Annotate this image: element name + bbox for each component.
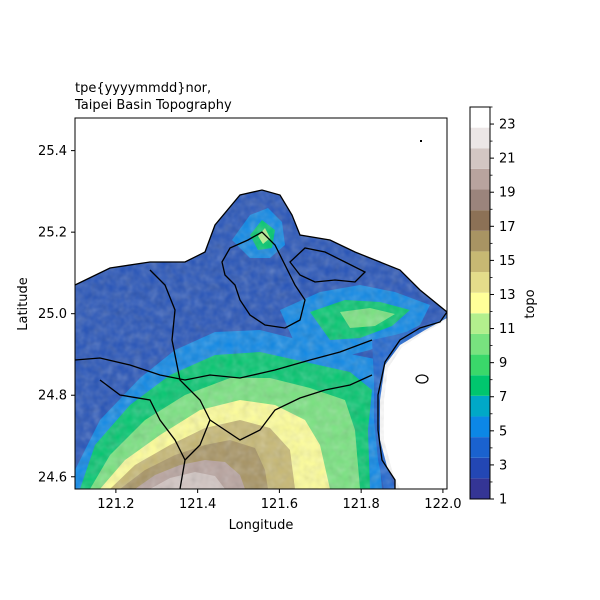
colorbar-tick-label: 19 [499, 186, 516, 201]
colorbar-segment [470, 168, 490, 190]
colorbar-segment [470, 210, 490, 231]
boundary-lines [75, 189, 447, 489]
island-dot [420, 140, 422, 142]
colorbar-segment [470, 416, 490, 438]
colorbar-tick-label: 13 [499, 288, 516, 303]
colorbar-tick-label: 15 [499, 254, 516, 269]
y-tick-label: 25.2 [38, 226, 67, 241]
axes-frame [74, 117, 448, 490]
colorbar-segment [470, 313, 490, 334]
topography-map [75, 118, 447, 489]
colorbar-tick-label: 9 [499, 356, 507, 371]
colorbar-segment [470, 272, 490, 293]
y-tick-label: 25.0 [38, 307, 67, 322]
colorbar-segment [470, 251, 490, 273]
x-tick-label: 121.4 [179, 497, 216, 512]
colorbar-segment [470, 395, 490, 417]
taipei-city-boundary [221, 231, 306, 329]
colorbar-segment [470, 148, 490, 169]
colorbar-tick-label: 21 [499, 152, 516, 167]
y-tick-label: 25.4 [38, 144, 67, 159]
colorbar-tick-label: 7 [499, 390, 507, 405]
taoyuan-boundary [99, 379, 186, 461]
colorbar-tick-label: 17 [499, 220, 516, 235]
colorbar-segment [470, 333, 490, 355]
colorbar-segment [470, 354, 490, 376]
district-boundary [149, 269, 211, 489]
colorbar-segment [470, 107, 490, 128]
colorbar-frame [469, 106, 491, 500]
colorbar-segment [470, 127, 490, 149]
colorbar-segment [470, 230, 490, 252]
colorbar-segment [470, 478, 490, 499]
colorbar-segment [470, 375, 490, 396]
colorbar-segment [470, 437, 490, 458]
y-axis-ticks: 24.6 24.8 25.0 25.2 25.4 [38, 144, 75, 485]
colorbar-segment [470, 292, 490, 314]
y-tick-label: 24.8 [38, 389, 67, 404]
colorbar-tick-label: 5 [499, 424, 507, 439]
coastline [75, 189, 447, 489]
islet-outline [415, 374, 429, 384]
map-title-line1: tpe{yyyymmdd}nor, [75, 81, 211, 96]
colorbar-tick-label: 3 [499, 458, 507, 473]
x-axis-ticks: 121.2 121.4 121.6 121.8 122.0 [97, 489, 462, 512]
y-axis-label: Latitude [16, 277, 31, 331]
map-title-line2: Taipei Basin Topography [74, 98, 232, 113]
keelung-boundary [289, 247, 367, 283]
colorbar-label: topo [523, 289, 538, 318]
colorbar-segment [470, 189, 490, 211]
x-axis-label: Longitude [229, 518, 294, 533]
x-tick-label: 121.8 [343, 497, 380, 512]
county-boundary [75, 339, 373, 381]
colorbar-tick-label: 23 [499, 118, 516, 133]
yilan-boundary [209, 374, 373, 441]
x-tick-label: 121.6 [261, 497, 298, 512]
colorbar-tick-label: 1 [499, 493, 507, 508]
x-tick-label: 122.0 [424, 497, 461, 512]
colorbar-tick-label: 11 [499, 322, 516, 337]
colorbar-segment [470, 457, 490, 479]
x-tick-label: 121.2 [97, 497, 134, 512]
y-tick-label: 24.6 [38, 470, 67, 485]
